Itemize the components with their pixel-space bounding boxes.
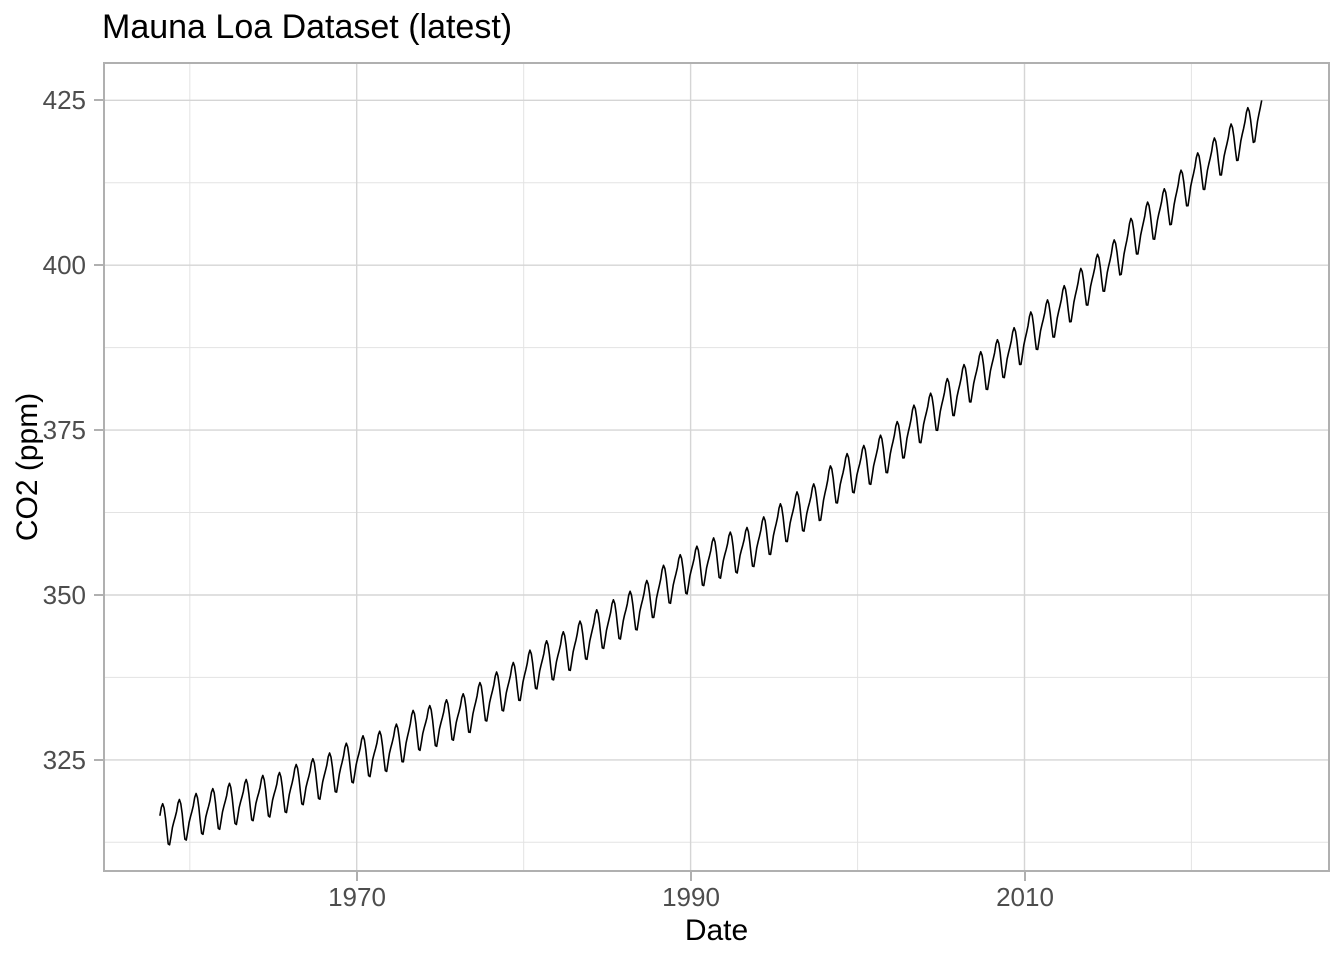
y-tick-label: 375 <box>42 415 86 445</box>
y-tick-mark <box>94 759 103 761</box>
y-tick-label: 400 <box>42 250 86 280</box>
panel-border <box>103 62 1330 872</box>
x-tick-label: 1990 <box>662 882 720 912</box>
y-tick-label: 325 <box>42 745 86 775</box>
y-tick-mark <box>94 594 103 596</box>
y-tick-mark <box>94 99 103 101</box>
y-tick-label: 425 <box>42 85 86 115</box>
y-tick-mark <box>94 264 103 266</box>
x-tick-mark <box>690 872 692 881</box>
chart-title: Mauna Loa Dataset (latest) <box>102 8 513 46</box>
x-tick-label: 1970 <box>328 882 386 912</box>
y-tick-label: 350 <box>42 580 86 610</box>
x-tick-mark <box>1024 872 1026 881</box>
y-tick-mark <box>94 429 103 431</box>
x-tick-label: 2010 <box>996 882 1054 912</box>
co2-data-line <box>159 100 1263 846</box>
plot-panel <box>103 62 1330 872</box>
x-axis-title: Date <box>684 914 749 947</box>
x-tick-mark <box>356 872 358 881</box>
